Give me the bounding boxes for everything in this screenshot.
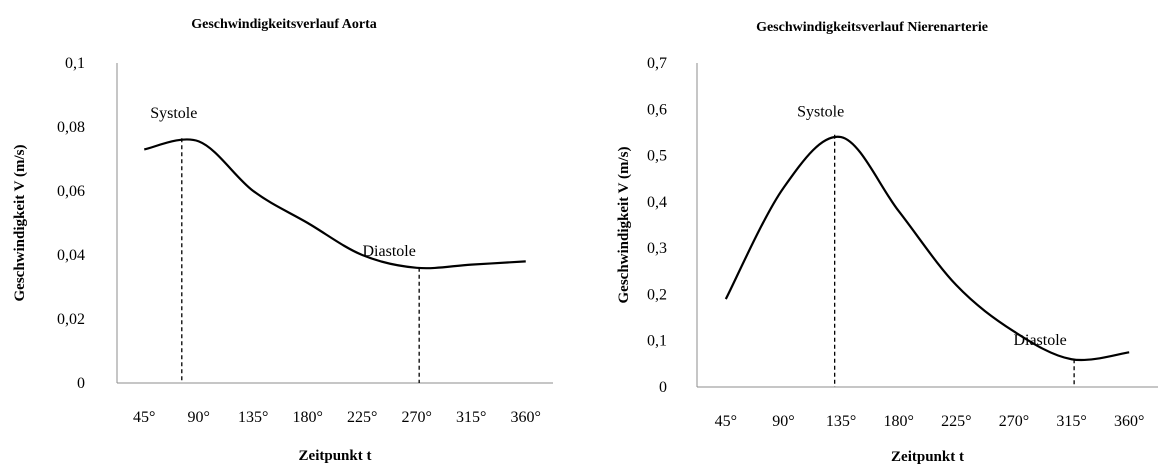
y-tick-label: 0,08	[57, 119, 85, 136]
chart-1: Geschwindigkeitsverlauf Aorta 0 0,02 0,04 0,…	[12, 17, 553, 464]
y-tick-label: 0,06	[57, 183, 85, 200]
y-tick-label: 0	[77, 375, 85, 392]
y-tick-label: 0,3	[647, 240, 667, 257]
x-tick-label: 315°	[456, 409, 486, 426]
x-tick-label: 180°	[883, 413, 913, 430]
y-tick-label: 0,6	[647, 101, 667, 118]
y-tick-label: 0,1	[647, 333, 667, 350]
y-tick-label: 0,4	[647, 194, 667, 211]
x-tick-label: 135°	[826, 413, 856, 430]
x-tick-label: 360°	[1114, 413, 1144, 430]
chart-title: Geschwindigkeitsverlauf Aorta	[191, 17, 377, 32]
diastole-label: Diastole	[363, 243, 416, 260]
x-tick-label: 180°	[293, 409, 323, 426]
x-tick-label: 135°	[238, 409, 268, 426]
y-axis-title: Geschwindigkeit V (m/s)	[616, 147, 632, 304]
series-line-1	[144, 138, 526, 270]
x-axis-title: Zeitpunkt t	[891, 449, 964, 465]
systole-label: Systole	[797, 104, 844, 121]
systole-label: Systole	[150, 105, 197, 122]
series-line-1	[724, 135, 1130, 362]
chart-2: Geschwindigkeitsverlauf Nierenarterie 0 0,…	[616, 20, 1158, 465]
x-tick-label: 225°	[941, 413, 971, 430]
x-tick-label: 270°	[999, 413, 1029, 430]
y-tick-label: 0,04	[57, 247, 85, 264]
x-tick-label: 360°	[511, 409, 541, 426]
x-tick-label: 315°	[1056, 413, 1086, 430]
y-axis-title: Geschwindigkeit V (m/s)	[12, 145, 28, 302]
y-tick-label: 0,7	[647, 55, 667, 72]
y-tick-label: 0,02	[57, 311, 85, 328]
x-tick-label: 90°	[188, 409, 210, 426]
y-tick-label: 0	[659, 379, 667, 396]
x-tick-label: 45°	[715, 413, 737, 430]
y-tick-label: 0,1	[65, 55, 85, 72]
diastole-label: Diastole	[1013, 332, 1066, 349]
y-tick-label: 0,5	[647, 148, 667, 165]
x-tick-label: 90°	[772, 413, 794, 430]
x-tick-label: 225°	[347, 409, 377, 426]
x-tick-label: 45°	[133, 409, 155, 426]
y-tick-label: 0,2	[647, 286, 667, 303]
x-axis-title: Zeitpunkt t	[299, 448, 372, 464]
chart-title: Geschwindigkeitsverlauf Nierenarterie	[756, 20, 988, 35]
x-tick-label: 270°	[402, 409, 432, 426]
